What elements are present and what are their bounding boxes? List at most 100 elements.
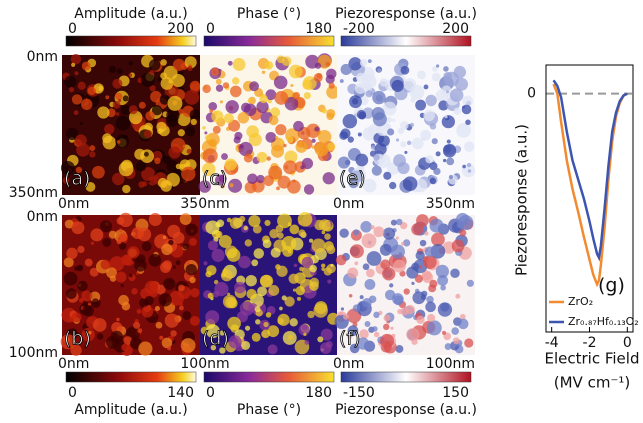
map-texture xyxy=(128,73,133,77)
y-axis-label: 0nm xyxy=(27,209,58,225)
map-texture xyxy=(442,158,447,163)
map-texture xyxy=(118,161,134,177)
map-texture xyxy=(71,221,85,235)
map-texture xyxy=(170,330,177,337)
map-texture xyxy=(465,119,471,126)
colorbar-title: Amplitude (a.u.) xyxy=(74,6,187,22)
map-texture xyxy=(74,71,79,76)
map-texture xyxy=(415,250,425,261)
map-texture xyxy=(421,270,432,281)
map-texture xyxy=(112,78,123,89)
map-texture xyxy=(248,214,261,228)
map-texture xyxy=(137,328,143,334)
map-texture xyxy=(262,239,272,249)
map-texture xyxy=(261,329,270,339)
map-texture xyxy=(171,73,185,88)
map-texture xyxy=(218,234,232,248)
map-texture xyxy=(166,160,179,173)
map-texture xyxy=(458,215,474,231)
map-texture xyxy=(115,116,131,131)
map-texture xyxy=(128,273,133,278)
map-texture xyxy=(133,321,141,329)
map-texture xyxy=(243,153,253,163)
map-texture xyxy=(255,319,261,325)
map-texture xyxy=(185,126,196,137)
map-texture xyxy=(379,78,389,87)
map-texture xyxy=(432,66,438,72)
map-texture xyxy=(320,328,333,341)
map-texture xyxy=(220,269,233,282)
map-texture xyxy=(128,61,133,66)
panel-label: (b) xyxy=(64,328,91,350)
map-texture xyxy=(373,311,380,319)
map-texture xyxy=(160,59,167,66)
map-texture xyxy=(359,295,364,300)
y-axis-label: 350nm xyxy=(9,185,58,201)
map-texture xyxy=(411,338,418,345)
map-texture xyxy=(182,243,189,250)
map-texture xyxy=(283,160,298,175)
map-texture xyxy=(417,70,426,80)
map-texture xyxy=(340,63,352,76)
map-texture xyxy=(160,77,174,90)
map-texture xyxy=(150,90,162,103)
map-texture xyxy=(202,84,211,94)
map-texture xyxy=(361,233,377,249)
map-texture xyxy=(284,296,295,307)
map-texture xyxy=(435,264,449,279)
map-texture xyxy=(454,77,469,91)
map-texture xyxy=(395,345,404,353)
map-texture xyxy=(292,288,297,292)
map-texture xyxy=(438,100,449,111)
map-texture xyxy=(215,84,224,92)
map-texture xyxy=(456,123,471,138)
map-texture xyxy=(276,55,285,64)
colorbar-tick: -150 xyxy=(343,385,375,401)
map-texture xyxy=(121,105,131,115)
map-texture xyxy=(259,94,268,104)
map-texture xyxy=(353,229,360,236)
map-texture xyxy=(277,317,284,325)
map-texture xyxy=(347,267,359,279)
map-texture xyxy=(322,172,335,185)
map-texture xyxy=(89,145,96,152)
map-texture xyxy=(245,274,257,287)
map-texture xyxy=(387,128,395,136)
map-texture xyxy=(223,113,234,124)
map-texture xyxy=(111,321,123,334)
map-texture xyxy=(352,304,361,312)
map-texture xyxy=(220,184,225,189)
map-texture xyxy=(185,223,198,236)
x-axis-label: 0nm xyxy=(333,196,364,212)
map-texture xyxy=(198,180,211,193)
map-texture xyxy=(184,56,197,69)
map-texture xyxy=(433,167,441,175)
map-texture xyxy=(138,181,145,188)
map-texture xyxy=(179,305,184,311)
map-texture xyxy=(348,57,362,71)
map-texture xyxy=(335,254,347,266)
map-texture xyxy=(76,142,90,157)
map-texture xyxy=(167,346,172,351)
plot-frame xyxy=(545,64,634,333)
map-texture xyxy=(123,336,133,345)
map-texture xyxy=(100,259,111,270)
map-texture xyxy=(287,222,292,227)
map-texture xyxy=(229,217,242,229)
colorbar-title: Piezoresponse (a.u.) xyxy=(335,6,477,22)
map-texture xyxy=(229,85,242,98)
map-texture xyxy=(274,91,289,105)
map-texture xyxy=(442,144,457,158)
map-texture xyxy=(60,160,75,175)
map-texture xyxy=(70,344,82,356)
map-texture xyxy=(234,131,243,140)
map-texture xyxy=(429,218,444,233)
map-texture xyxy=(451,327,460,335)
colorbar xyxy=(203,35,335,47)
map-texture xyxy=(149,69,155,76)
colorbar-title: Phase (°) xyxy=(237,402,301,418)
map-texture xyxy=(116,317,120,322)
map-texture xyxy=(380,259,391,270)
map-texture xyxy=(257,286,267,297)
